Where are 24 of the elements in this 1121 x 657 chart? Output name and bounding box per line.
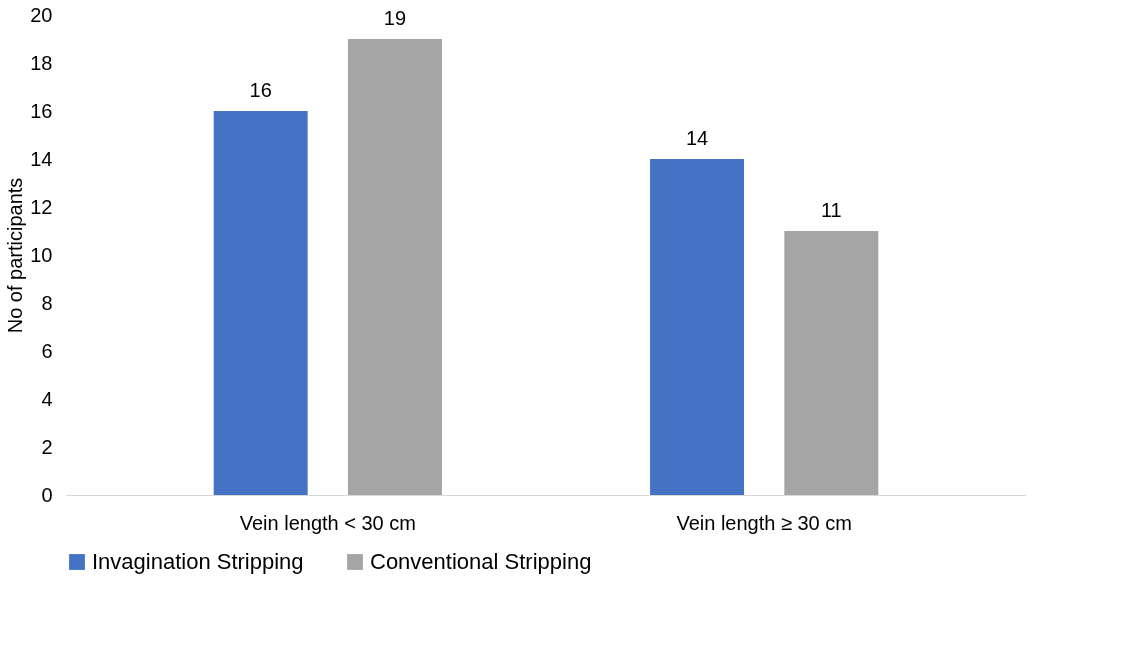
y-axis-title: No of participants [4,177,27,334]
data-label: 19 [383,7,407,29]
y-tick-label: 14 [30,147,53,170]
y-tick-label: 6 [41,339,53,362]
y-tick-label: 10 [30,243,53,266]
y-tick-label: 8 [41,291,53,314]
x-tick-label: Vein length < 30 cm [239,511,416,534]
data-label: 11 [820,199,842,221]
bar [650,159,745,495]
y-tick-label: 16 [30,99,53,122]
bar [213,111,308,495]
data-label: 16 [249,79,272,101]
y-tick-label: 2 [41,435,53,458]
legend-label: Invagination Stripping [92,549,304,574]
bar [347,39,442,495]
legend-label: Conventional Stripping [370,549,592,574]
y-tick-label: 18 [30,51,53,74]
x-tick-label: Vein length ≥ 30 cm [676,511,852,534]
y-tick-label: 0 [41,483,53,506]
y-tick-label: 4 [41,387,53,410]
bar [784,231,879,495]
y-tick-label: 12 [30,195,53,218]
data-label: 14 [685,127,709,149]
y-tick-label: 20 [30,3,53,26]
